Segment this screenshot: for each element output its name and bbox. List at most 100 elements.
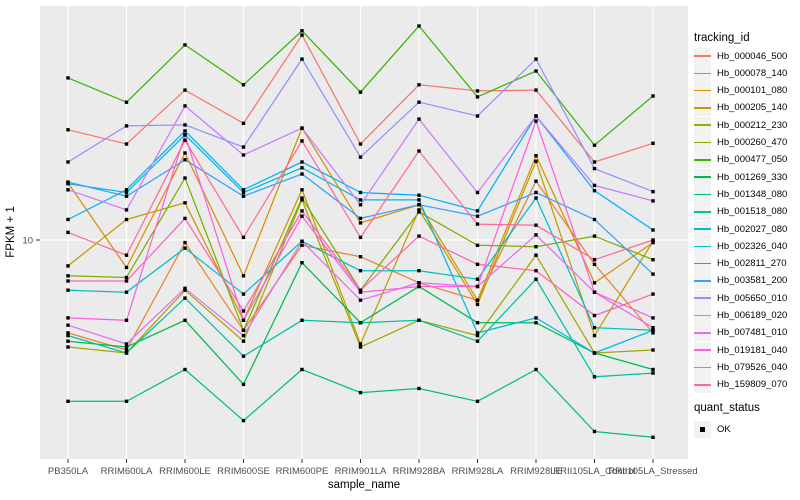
data-point — [300, 29, 304, 33]
legend-key-ok — [694, 421, 711, 439]
data-point — [124, 318, 129, 322]
data-point — [592, 351, 597, 355]
data-point — [534, 154, 538, 158]
data-point — [651, 326, 655, 330]
data-point — [417, 269, 421, 273]
data-point — [475, 114, 480, 118]
legend-item-Hb_003581_200: Hb_003581_200 — [694, 272, 788, 290]
data-point — [358, 288, 363, 292]
data-point — [241, 188, 246, 192]
line-swatch-icon — [694, 210, 711, 213]
legend: tracking_id Hb_000046_500 Hb_000078_140 Hb… — [694, 0, 800, 500]
data-point — [241, 83, 246, 87]
data-point — [534, 179, 538, 183]
data-point — [300, 172, 304, 176]
legend-item-label: Hb_003581_200 — [717, 275, 788, 287]
y-axis-title: FPKM + 1 — [5, 206, 17, 258]
data-point — [124, 279, 129, 283]
data-point — [358, 342, 363, 346]
data-point — [300, 318, 304, 322]
data-point — [66, 160, 70, 164]
data-point — [66, 274, 70, 278]
data-point — [534, 57, 538, 61]
legend-item-label: OK — [717, 424, 731, 436]
data-point — [124, 217, 129, 222]
data-point — [66, 288, 70, 292]
data-point — [475, 222, 480, 226]
line-swatch-icon — [694, 159, 711, 161]
data-point — [417, 234, 421, 238]
line-swatch-icon — [694, 124, 711, 127]
legend-item-Hb_001269_330: Hb_001269_330 — [694, 168, 788, 186]
x-tick-label: RRIM928BA — [393, 466, 446, 477]
legend-item-label: Hb_019181_040 — [717, 344, 788, 356]
data-point — [300, 139, 304, 143]
data-point — [475, 95, 480, 99]
data-point — [124, 345, 129, 349]
data-point — [241, 382, 246, 387]
data-point — [124, 188, 129, 192]
data-point — [475, 331, 480, 335]
data-point — [183, 129, 187, 133]
legend-item-Hb_000046_500: Hb_000046_500 — [694, 47, 788, 65]
data-point — [66, 217, 70, 222]
data-point — [592, 183, 597, 188]
legend-item-Hb_079526_040: Hb_079526_040 — [694, 358, 787, 376]
data-point — [183, 176, 187, 180]
line-swatch-icon — [694, 383, 711, 386]
data-point — [183, 286, 187, 290]
data-point — [651, 292, 655, 296]
data-point — [66, 279, 70, 283]
data-point — [417, 210, 421, 214]
data-point — [651, 228, 655, 232]
line-swatch-icon — [694, 262, 711, 265]
x-tick-label: RRIM600LE — [159, 466, 211, 477]
data-point — [534, 159, 538, 163]
data-point — [124, 142, 129, 146]
legend-key — [694, 82, 711, 100]
data-point — [534, 196, 538, 200]
x-tick-label: RRIM928LA — [452, 466, 504, 477]
legend-item-Hb_001518_080: Hb_001518_080 — [694, 203, 787, 221]
legend-item-label: Hb_002811_270 — [717, 258, 787, 270]
line-swatch-icon — [694, 280, 711, 282]
data-point — [241, 333, 246, 338]
legend-item-Hb_000078_140: Hb_000078_140 — [694, 64, 787, 82]
data-point — [475, 262, 480, 266]
legend-item-label: Hb_000205_140 — [717, 102, 788, 114]
line-swatch-icon — [694, 107, 711, 109]
data-point — [183, 318, 187, 322]
data-point — [651, 141, 655, 145]
legend-item-label: Hb_002027_080 — [717, 223, 788, 235]
data-point — [475, 339, 480, 343]
data-point — [358, 269, 363, 273]
data-point — [651, 367, 655, 372]
data-point — [417, 386, 421, 391]
data-point — [66, 230, 70, 235]
legend-key — [694, 255, 711, 273]
data-point — [241, 190, 246, 195]
legend-key — [694, 47, 711, 65]
data-point — [534, 321, 538, 325]
data-point — [183, 88, 187, 92]
data-point — [183, 158, 187, 162]
data-point — [124, 265, 129, 270]
legend-key — [694, 203, 711, 221]
data-point — [534, 69, 538, 73]
data-point — [534, 233, 538, 237]
line-swatch-icon — [694, 332, 711, 334]
data-point — [300, 126, 304, 130]
legend-item-label: Hb_005650_010 — [717, 292, 788, 304]
data-point — [66, 188, 70, 192]
data-point — [358, 142, 363, 146]
data-point — [592, 281, 597, 285]
data-point — [124, 342, 129, 346]
legend-item-label: Hb_001269_330 — [717, 171, 788, 183]
data-point — [475, 214, 480, 218]
data-point — [241, 153, 246, 157]
data-point — [592, 313, 597, 318]
legend-key — [694, 272, 711, 290]
legend-item-label: Hb_000046_500 — [717, 50, 788, 62]
legend-item-Hb_000205_140: Hb_000205_140 — [694, 99, 788, 117]
